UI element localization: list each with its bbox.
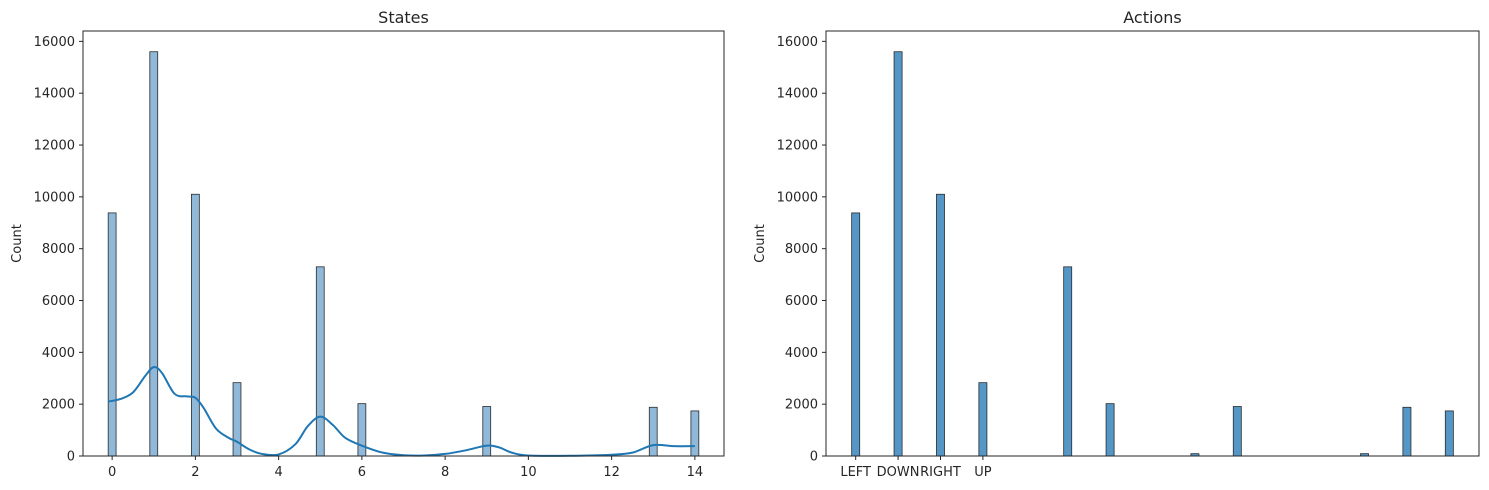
x-tick-label: UP bbox=[974, 465, 992, 480]
bar-1 bbox=[149, 51, 159, 457]
bar-14 bbox=[1444, 410, 1454, 457]
y-tick-label: 12000 bbox=[777, 139, 818, 154]
y-tick-label: 14000 bbox=[777, 87, 818, 102]
y-tick-label: 0 bbox=[67, 450, 75, 465]
y-tick-label: 8000 bbox=[42, 242, 75, 257]
y-tick-label: 16000 bbox=[777, 35, 818, 50]
y-tick-label: 2000 bbox=[42, 398, 75, 413]
y-tick-label: 0 bbox=[810, 450, 818, 465]
x-tick-label: 10 bbox=[520, 465, 537, 480]
bar-3 bbox=[232, 382, 242, 457]
plot-frame bbox=[825, 30, 1480, 457]
y-tick-label: 4000 bbox=[42, 346, 75, 361]
x-tick-label: 12 bbox=[603, 465, 620, 480]
bar-5 bbox=[315, 266, 325, 457]
x-tick-label: 2 bbox=[191, 465, 199, 480]
bar-0 bbox=[851, 212, 861, 457]
plot-frame bbox=[82, 30, 725, 457]
y-tick-label: 2000 bbox=[785, 398, 818, 413]
bar-9 bbox=[482, 406, 492, 457]
x-tick-label: 0 bbox=[108, 465, 116, 480]
x-tick-label: 6 bbox=[358, 465, 366, 480]
y-tick-label: 4000 bbox=[785, 346, 818, 361]
y-tick-label: 8000 bbox=[785, 242, 818, 257]
chart-title: States bbox=[378, 8, 429, 27]
bar-0 bbox=[107, 212, 117, 457]
y-axis-label: Count bbox=[753, 224, 768, 263]
states-chart: 0 2000 4000 6000 8000 10000 12000 14000 16000 0 2 4… bbox=[10, 8, 725, 480]
chart-title: Actions bbox=[1123, 8, 1181, 27]
y-tick-label: 10000 bbox=[777, 190, 818, 205]
x-tick-label: RIGHT bbox=[920, 465, 961, 480]
bar-1 bbox=[893, 51, 903, 457]
x-tick-label: 14 bbox=[687, 465, 704, 480]
x-tick-label: DOWN bbox=[877, 465, 920, 480]
y-tick-label: 16000 bbox=[34, 35, 75, 50]
y-tick-label: 14000 bbox=[34, 87, 75, 102]
actions-chart: 0 2000 4000 6000 8000 10000 12000 14000 16000 LEF… bbox=[753, 8, 1480, 480]
y-tick-label: 6000 bbox=[785, 294, 818, 309]
x-tick-label: 4 bbox=[274, 465, 282, 480]
bar-3 bbox=[978, 382, 988, 457]
x-tick-label: 8 bbox=[441, 465, 449, 480]
y-tick-label: 10000 bbox=[34, 190, 75, 205]
bar-2 bbox=[936, 193, 945, 457]
bar-2 bbox=[191, 193, 200, 457]
bar-14 bbox=[690, 410, 700, 457]
kde-line bbox=[107, 366, 695, 457]
bar-5 bbox=[1063, 266, 1073, 457]
y-tick-label: 12000 bbox=[34, 139, 75, 154]
bar-6 bbox=[357, 403, 367, 457]
bar-6 bbox=[1105, 403, 1115, 457]
bar-9 bbox=[1232, 406, 1242, 457]
x-tick-label: LEFT bbox=[840, 465, 871, 480]
y-axis-label: Count bbox=[10, 224, 25, 263]
bar-13 bbox=[648, 406, 658, 457]
y-tick-label: 6000 bbox=[42, 294, 75, 309]
bar-13 bbox=[1402, 406, 1412, 457]
